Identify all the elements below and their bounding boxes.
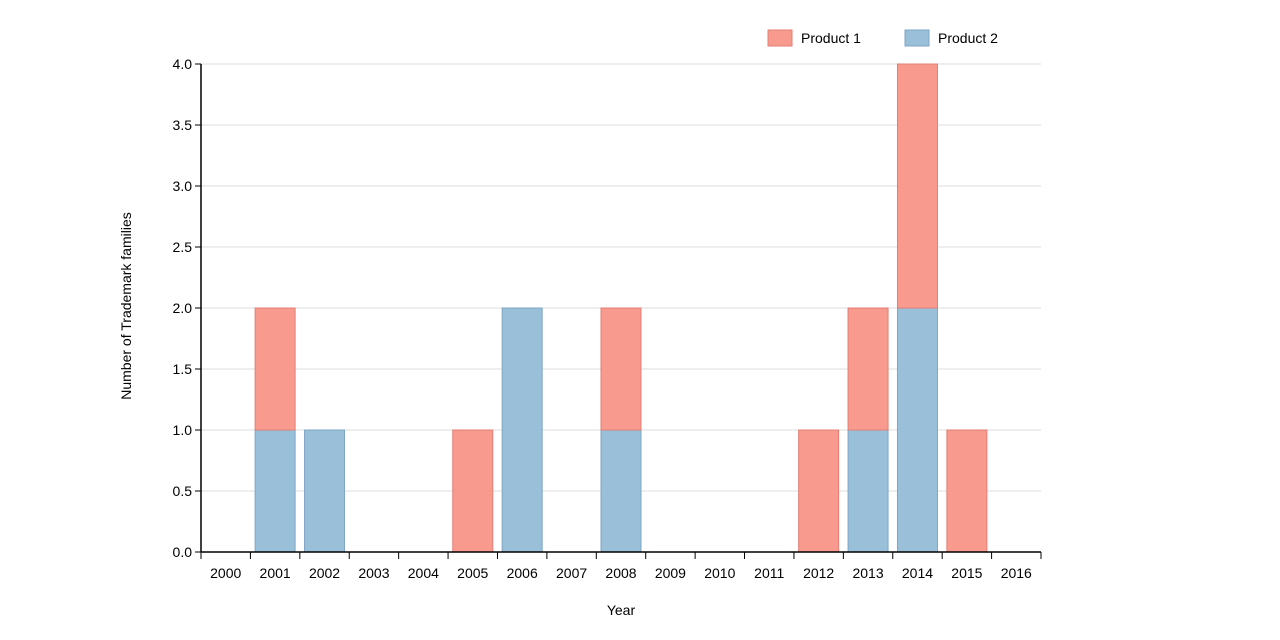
x-tick-label: 2010 bbox=[704, 565, 735, 581]
x-tick-label: 2016 bbox=[1001, 565, 1032, 581]
x-tick-label: 2004 bbox=[408, 565, 439, 581]
x-tick-label: 2006 bbox=[507, 565, 538, 581]
y-tick-label: 0.5 bbox=[173, 483, 193, 499]
bar-product-1-2015 bbox=[947, 430, 987, 552]
bar-product-2-2006 bbox=[502, 308, 542, 552]
x-tick-label: 2008 bbox=[605, 565, 636, 581]
bar-product-1-2008 bbox=[601, 308, 641, 430]
legend-item-product-1: Product 1 bbox=[768, 30, 861, 46]
bar-product-1-2014 bbox=[897, 64, 937, 308]
bar-product-2-2002 bbox=[305, 430, 345, 552]
chart-container: 0.0 0.5 1.0 1.5 2.0 2.5 3.0 3.5 4.0 2000 2001 2002 2… bbox=[0, 0, 1280, 640]
bar-product-1-2001 bbox=[255, 308, 295, 430]
x-tick-label: 2000 bbox=[210, 565, 241, 581]
bar-product-2-2013 bbox=[848, 430, 888, 552]
x-tick-label: 2015 bbox=[951, 565, 982, 581]
x-tick-label: 2009 bbox=[655, 565, 686, 581]
stacked-bar-chart: 0.0 0.5 1.0 1.5 2.0 2.5 3.0 3.5 4.0 2000 2001 2002 2… bbox=[0, 0, 1280, 640]
legend-label: Product 1 bbox=[801, 30, 861, 46]
bar-product-2-2008 bbox=[601, 430, 641, 552]
bar-product-2-2001 bbox=[255, 430, 295, 552]
x-tick-label: 2012 bbox=[803, 565, 834, 581]
x-tick-label: 2002 bbox=[309, 565, 340, 581]
y-tick-label: 1.5 bbox=[173, 361, 193, 377]
bar-product-1-2005 bbox=[453, 430, 493, 552]
y-tick-label: 3.5 bbox=[173, 117, 193, 133]
x-tick-label: 2005 bbox=[457, 565, 488, 581]
x-tick-label: 2001 bbox=[260, 565, 291, 581]
legend-label: Product 2 bbox=[938, 30, 998, 46]
legend-swatch bbox=[905, 30, 929, 46]
x-tick-label: 2011 bbox=[754, 565, 784, 581]
legend-item-product-2: Product 2 bbox=[905, 30, 998, 46]
legend-swatch bbox=[768, 30, 792, 46]
y-axis-title: Number of Trademark families bbox=[118, 212, 134, 400]
y-tick-label: 0.0 bbox=[173, 544, 193, 560]
x-tick-label: 2014 bbox=[902, 565, 933, 581]
x-tick-label: 2007 bbox=[556, 565, 587, 581]
y-tick-label: 1.0 bbox=[173, 422, 193, 438]
x-tick-label: 2013 bbox=[852, 565, 883, 581]
x-tick-label: 2003 bbox=[358, 565, 389, 581]
legend: Product 1 Product 2 bbox=[768, 30, 998, 46]
x-axis-title: Year bbox=[607, 602, 636, 618]
y-tick-label: 4.0 bbox=[173, 56, 193, 72]
bar-product-1-2013 bbox=[848, 308, 888, 430]
y-tick-label: 2.5 bbox=[173, 239, 193, 255]
y-tick-label: 3.0 bbox=[173, 178, 193, 194]
y-tick-label: 2.0 bbox=[173, 300, 193, 316]
bar-product-2-2014 bbox=[897, 308, 937, 552]
bar-product-1-2012 bbox=[799, 430, 839, 552]
